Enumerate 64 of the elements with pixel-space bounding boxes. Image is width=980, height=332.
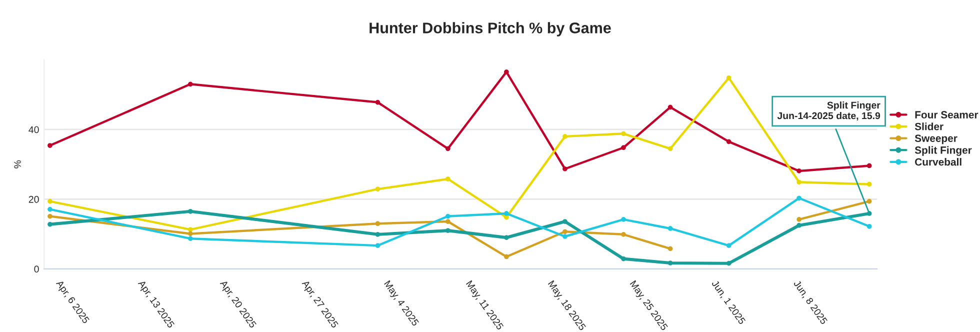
point — [621, 256, 626, 262]
point — [562, 166, 568, 172]
point — [188, 236, 193, 242]
point — [188, 227, 193, 232]
y-tick-label: 40 — [28, 126, 39, 134]
point — [866, 198, 872, 204]
point — [375, 186, 380, 192]
point — [375, 221, 380, 226]
point — [726, 75, 732, 80]
y-tick-label: 0 — [34, 266, 39, 273]
point — [668, 260, 673, 266]
point — [668, 226, 673, 231]
point — [504, 235, 509, 240]
point — [796, 196, 802, 201]
annotation: Split Finger Jun-14-2025 date, 15.9 — [777, 101, 880, 121]
point — [796, 222, 802, 228]
legend-label: Four Seamer — [915, 111, 978, 118]
point — [445, 176, 450, 182]
point — [48, 198, 52, 204]
point — [621, 145, 626, 150]
point — [562, 134, 568, 139]
y-axis-title: % — [14, 160, 21, 168]
point — [796, 180, 802, 185]
point — [188, 231, 193, 236]
point — [866, 224, 872, 229]
point — [621, 232, 626, 237]
point — [48, 143, 52, 148]
point — [726, 243, 732, 248]
legend-label: Sweeper — [914, 134, 958, 144]
point — [562, 229, 568, 234]
point — [188, 82, 193, 87]
point — [621, 216, 626, 222]
point — [726, 260, 732, 266]
point — [48, 206, 52, 212]
point — [445, 146, 450, 152]
legend-label: Curveball — [915, 158, 962, 166]
point — [866, 211, 872, 216]
point — [562, 234, 568, 239]
chart-title: Hunter Dobbins Pitch % by Game — [370, 22, 611, 36]
point — [668, 104, 673, 110]
point — [504, 70, 509, 74]
legend-label: Slider — [914, 122, 944, 130]
point — [445, 219, 450, 224]
point — [504, 211, 509, 216]
point — [504, 254, 509, 260]
point — [188, 208, 193, 214]
point — [668, 246, 673, 252]
point — [445, 228, 450, 234]
point — [562, 219, 568, 224]
point — [445, 214, 450, 219]
point — [796, 216, 802, 222]
y-tick-label: 20 — [28, 196, 39, 203]
point — [866, 182, 872, 187]
point — [866, 163, 872, 168]
point — [48, 222, 52, 227]
point — [796, 168, 802, 174]
legend-label: Split Finger — [914, 146, 972, 156]
point — [375, 232, 380, 237]
point — [375, 243, 380, 248]
point — [375, 100, 380, 105]
point — [48, 214, 52, 219]
point — [668, 146, 673, 152]
point — [621, 131, 626, 136]
point — [726, 139, 732, 144]
